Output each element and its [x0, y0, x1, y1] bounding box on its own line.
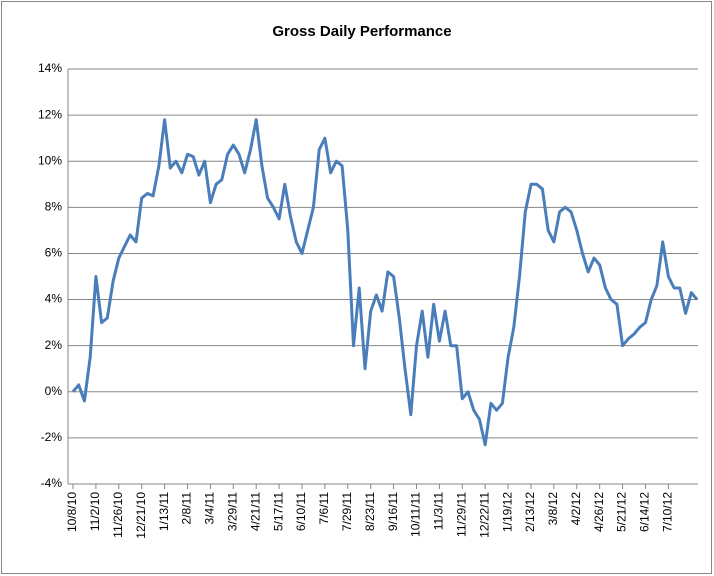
x-tick-label: 10/8/10: [65, 492, 79, 532]
x-tick-label: 12/22/11: [477, 492, 491, 538]
x-tick-label: 7/10/12: [661, 492, 675, 532]
x-tick-label: 11/26/10: [111, 492, 125, 538]
x-tick-label: 11/2/10: [88, 492, 102, 531]
x-tick-label: 3/4/11: [203, 492, 217, 525]
chart-title: Gross Daily Performance: [272, 23, 451, 40]
y-tick-label: 6%: [45, 246, 63, 260]
x-tick-label: 2/8/11: [180, 492, 194, 525]
x-tick-label: 6/14/12: [638, 492, 652, 532]
x-tick-label: 6/10/11: [294, 492, 308, 531]
x-tick-label: 7/29/11: [340, 492, 354, 531]
x-tick-label: 2/13/12: [523, 492, 537, 532]
x-tick-label: 1/19/12: [500, 492, 514, 532]
y-tick-label: -4%: [41, 476, 63, 490]
x-tick-label: 5/17/11: [271, 492, 285, 531]
y-tick-label: 8%: [45, 200, 63, 214]
x-tick-label: 3/29/11: [225, 492, 239, 531]
x-tick-label: 9/16/11: [386, 492, 400, 531]
y-tick-label: -2%: [41, 430, 63, 444]
x-tick-label: 4/2/12: [569, 492, 583, 526]
y-tick-label: 14%: [38, 61, 62, 75]
x-tick-label: 5/21/12: [615, 492, 629, 532]
x-tick-label: 12/21/10: [134, 492, 148, 539]
x-tick-label: 4/21/11: [248, 492, 262, 531]
y-tick-label: 0%: [45, 384, 63, 398]
y-tick-label: 12%: [38, 107, 62, 121]
x-tick-label: 11/3/11: [432, 492, 446, 531]
x-tick-label: 11/29/11: [454, 492, 468, 537]
data-line: [71, 118, 699, 447]
x-tick-label: 7/6/11: [317, 492, 331, 525]
y-tick-label: 10%: [38, 153, 62, 167]
x-tick-label: 4/26/12: [592, 492, 606, 532]
x-tick-label: 8/23/11: [363, 492, 377, 531]
y-tick-label: 4%: [45, 292, 63, 306]
x-tick-label: 3/8/12: [546, 492, 560, 526]
y-tick-label: 2%: [45, 338, 63, 352]
x-tick-label: 1/13/11: [157, 492, 171, 531]
x-tick-label: 10/11/11: [409, 492, 423, 537]
